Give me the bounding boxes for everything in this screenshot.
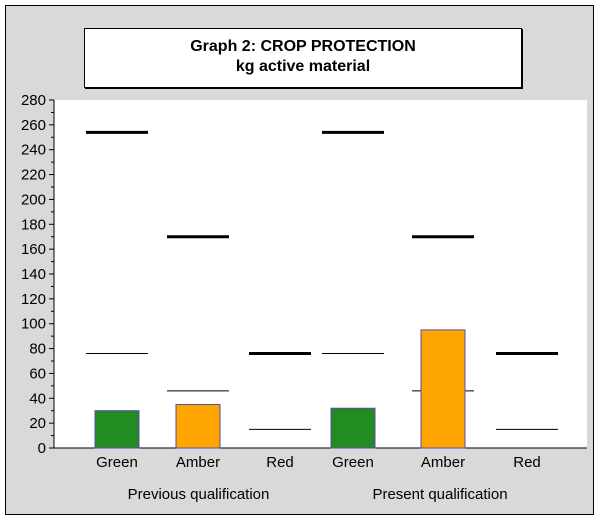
x-category-label: Amber [176, 454, 220, 471]
bar [94, 410, 140, 449]
x-category-label: Red [513, 454, 541, 471]
x-category-label: Amber [421, 454, 465, 471]
x-category-label: Green [96, 454, 138, 471]
upper-reference-lines [86, 130, 558, 356]
bar [330, 407, 376, 449]
y-tick-label: 220 [21, 167, 46, 184]
y-tick-label: 80 [29, 341, 46, 358]
y-tick-label: 200 [21, 191, 46, 208]
bar [420, 329, 466, 449]
chart-title: Graph 2: CROP PROTECTION [190, 38, 416, 55]
y-tick-label: 260 [21, 117, 46, 134]
y-axis: 0 20 40 60 80 100 120 140 160 180 200 220 240 260 280 [21, 92, 55, 457]
chart-subtitle: kg active material [235, 58, 371, 75]
x-group-label: Previous qualification [128, 486, 270, 503]
y-tick-label: 240 [21, 142, 46, 159]
y-tick-label: 40 [29, 390, 46, 407]
category-labels: Green Amber Red Green Amber Red [96, 454, 541, 471]
x-group-label: Present qualification [372, 486, 507, 503]
y-tick-label: 60 [29, 365, 46, 382]
y-tick-label: 120 [21, 291, 46, 308]
x-category-label: Red [266, 454, 294, 471]
group-labels: Previous qualification Present qualificat… [128, 486, 508, 503]
y-tick-label: 100 [21, 316, 46, 333]
y-tick-label: 180 [21, 216, 46, 233]
chart-title-box: Graph 2: CROP PROTECTION kg active mater… [84, 28, 522, 88]
y-tick-label: 20 [29, 415, 46, 432]
plot-area [54, 100, 587, 448]
y-tick-label: 160 [21, 241, 46, 258]
bars [94, 329, 466, 449]
y-tick-label: 140 [21, 266, 46, 283]
x-category-label: Green [332, 454, 374, 471]
y-tick-label: 280 [21, 92, 46, 109]
y-tick-label: 0 [38, 440, 46, 457]
bar [175, 404, 221, 449]
